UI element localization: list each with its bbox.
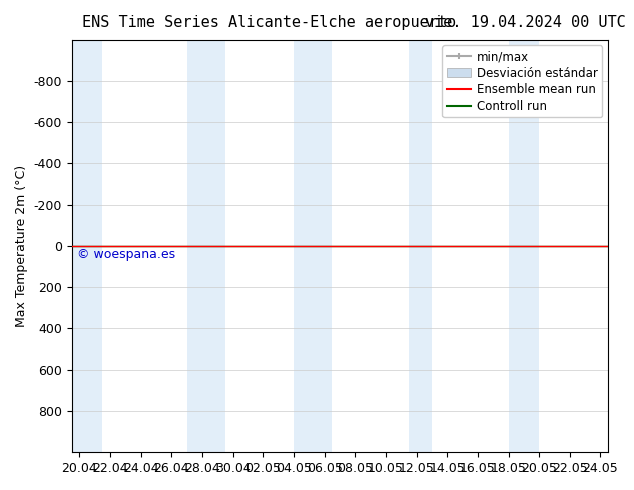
Bar xyxy=(72,40,103,452)
Y-axis label: Max Temperature 2m (°C): Max Temperature 2m (°C) xyxy=(15,165,28,327)
Text: © woespana.es: © woespana.es xyxy=(77,247,175,261)
Bar xyxy=(187,40,225,452)
Text: ENS Time Series Alicante-Elche aeropuerto: ENS Time Series Alicante-Elche aeropuert… xyxy=(82,15,456,30)
Text: vie. 19.04.2024 00 UTC: vie. 19.04.2024 00 UTC xyxy=(425,15,626,30)
Bar xyxy=(409,40,432,452)
Legend: min/max, Desviación estándar, Ensemble mean run, Controll run: min/max, Desviación estándar, Ensemble m… xyxy=(443,46,602,118)
Bar xyxy=(294,40,332,452)
Bar xyxy=(508,40,539,452)
